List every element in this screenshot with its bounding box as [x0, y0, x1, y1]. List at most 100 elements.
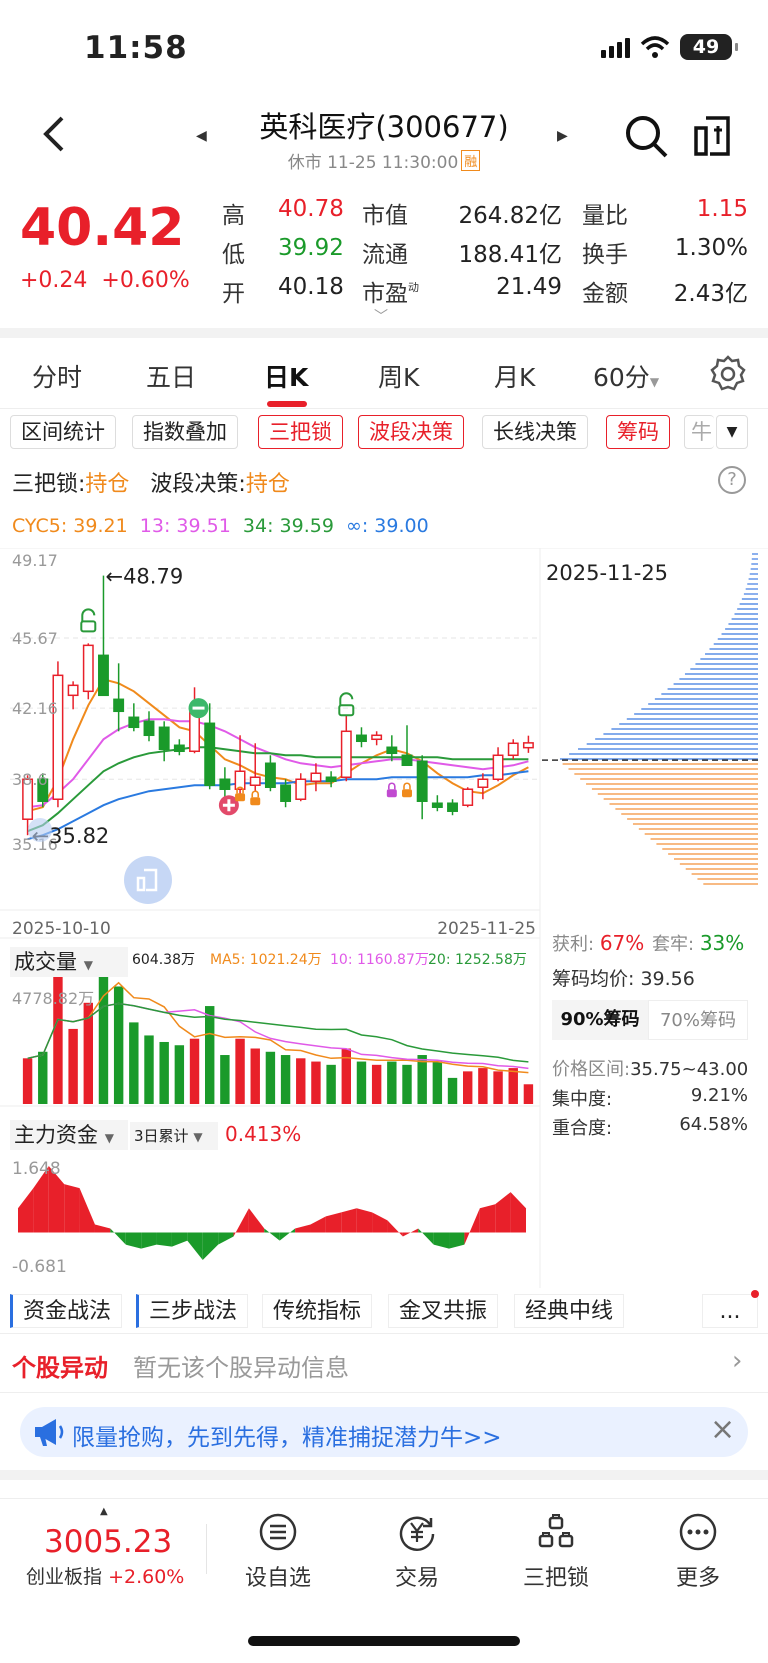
ind-tab-traditional[interactable]: 传统指标 [262, 1294, 373, 1328]
status-time: 11:58 [84, 30, 188, 66]
share-icon[interactable] [692, 114, 732, 158]
ma-line-0 [27, 678, 529, 813]
help-icon[interactable]: ? [718, 466, 746, 494]
ind-tab-golden-cross[interactable]: 金叉共振 [388, 1294, 499, 1328]
high-value: 40.78 [278, 196, 344, 222]
volume-bar [98, 948, 109, 1104]
ind-tab-three-step[interactable]: 三步战法 [136, 1294, 249, 1328]
candle-body [67, 684, 79, 697]
divider [206, 1524, 207, 1574]
ind-tab-classic-mid[interactable]: 经典中线 [514, 1294, 625, 1328]
candle-body [143, 720, 155, 737]
tab-60min[interactable]: 60分▼ [593, 363, 660, 392]
volume-bar [235, 1038, 245, 1104]
tab-minute[interactable]: 分时 [32, 363, 83, 392]
fund-area-segment [218, 1232, 234, 1245]
kline-chart[interactable]: 2025-11-25 49.1745.6742.1638.635.16←48.7… [0, 548, 768, 1288]
candle-body [249, 776, 261, 786]
nav-three-locks[interactable]: 三把锁 [496, 1512, 616, 1592]
date-end: 2025-11-25 [437, 919, 536, 939]
search-icon[interactable] [622, 112, 670, 160]
share-overlay-icon [124, 856, 172, 904]
volume-bar [22, 1058, 33, 1104]
gear-icon[interactable] [708, 354, 748, 394]
next-stock-icon[interactable]: ▶ [557, 128, 568, 144]
chip-chips[interactable]: 筹码 [606, 415, 670, 449]
tab-five-day[interactable]: 五日 [146, 363, 197, 392]
candle-body [37, 778, 49, 802]
chip-date: 2025-11-25 [546, 561, 668, 585]
volume-bar [205, 1006, 215, 1104]
divider [0, 1392, 768, 1393]
volume-bar [478, 1068, 488, 1104]
banner-text[interactable]: 限量抢购，先到先得，精准捕捉潜力牛>> [72, 1425, 502, 1451]
tab-90-chips[interactable]: 90%筹码 [552, 1000, 648, 1040]
prev-stock-icon[interactable]: ◀ [196, 128, 207, 144]
tab-70-chips[interactable]: 70%筹码 [648, 1000, 748, 1040]
ind-tab-more[interactable]: ... [702, 1294, 758, 1328]
nav-trade[interactable]: 交易 [357, 1512, 477, 1592]
chip-three-locks[interactable]: 三把锁 [258, 415, 343, 449]
volume-ma10: 10: 1160.87万 [330, 952, 429, 968]
fund-area-segment [171, 1232, 188, 1247]
fund-area-segment [449, 1232, 465, 1249]
yuan-icon [399, 1516, 435, 1551]
promo-banner[interactable] [20, 1407, 748, 1457]
volume-bar [53, 948, 63, 1104]
volume-bar [68, 1028, 78, 1104]
tab-weekly-k[interactable]: 周K [378, 363, 420, 392]
chip-range-stats[interactable]: 区间统计 [10, 415, 116, 449]
volume-bar [523, 1084, 534, 1104]
chips-dropdown-icon[interactable]: ▼ [716, 415, 748, 449]
volume-selector[interactable]: 成交量 ▼ [10, 947, 128, 977]
anomaly-title: 个股异动 [12, 1354, 108, 1382]
volume-bar [326, 1064, 336, 1104]
volume-ma-line [27, 1002, 529, 1063]
fund-selector[interactable]: 主力资金 ▼ [10, 1120, 128, 1150]
chip-long-decision[interactable]: 长线决策 [482, 415, 588, 449]
candle-body [295, 778, 307, 800]
candle-body [447, 802, 458, 812]
chip-index-overlay[interactable]: 指数叠加 [132, 415, 238, 449]
candle-body [98, 654, 109, 697]
nav-add-watchlist[interactable]: 设自选 [218, 1512, 338, 1592]
ind-tab-fund-tactic[interactable]: 资金战法 [10, 1294, 123, 1328]
date-start: 2025-10-10 [12, 919, 111, 939]
candle-body [128, 716, 140, 729]
signal-status: 三把锁:持仓 波段决策:持仓 [12, 472, 290, 497]
candle-body [52, 674, 64, 800]
fund-period-select[interactable]: 3日累计 ▼ [130, 1122, 218, 1150]
volume-bar [387, 1061, 397, 1104]
volume-bar [250, 1048, 260, 1104]
candle-body [113, 698, 125, 713]
volume-bar [296, 1058, 306, 1104]
stock-title: 英科医疗(300677) [259, 110, 509, 144]
anomaly-text: 暂无该个股异动信息 [133, 1354, 349, 1382]
tab-monthly-k[interactable]: 月K [494, 363, 536, 392]
candle-body [431, 802, 443, 808]
fund-area-segment [233, 1208, 249, 1237]
chip-concentration-label: 集中度: [552, 1089, 613, 1110]
fund-area-segment [433, 1232, 450, 1249]
divider [0, 1333, 768, 1334]
expand-quote-icon[interactable]: ﹀ [374, 309, 388, 325]
chevron-right-icon[interactable]: › [732, 1346, 743, 1376]
nav-more[interactable]: 更多 [638, 1512, 758, 1592]
chip-band-decision[interactable]: 波段决策 [358, 415, 464, 449]
candle-body [264, 762, 276, 788]
index-label[interactable]: 创业板指 +2.60% [26, 1566, 185, 1588]
volume-ma20: 20: 1252.58万 [428, 952, 527, 968]
index-value[interactable]: 3005.23 [44, 1524, 173, 1560]
close-icon[interactable]: × [710, 1412, 736, 1447]
fund-area-segment [156, 1232, 172, 1247]
overlay-dot [28, 818, 52, 842]
float-label: 流通 [362, 242, 408, 268]
back-icon[interactable] [36, 112, 76, 156]
volume-bar [341, 1048, 351, 1104]
chip-more[interactable]: 牛 [684, 415, 714, 449]
tab-daily-k[interactable]: 日K [264, 363, 309, 392]
active-tab-indicator [267, 401, 307, 407]
y-axis-label: 45.67 [12, 629, 58, 648]
caret-up-icon: ▲ [100, 1506, 108, 1517]
fund-area-segment [341, 1208, 357, 1233]
